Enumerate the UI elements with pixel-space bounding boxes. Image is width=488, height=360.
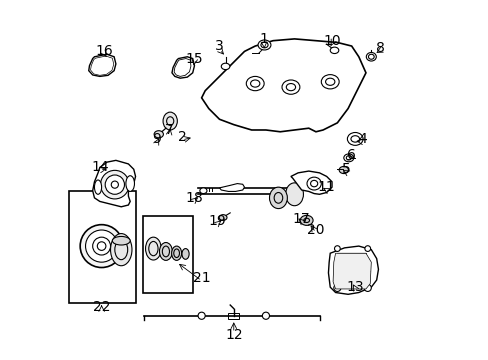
- Text: 16: 16: [95, 44, 113, 58]
- Ellipse shape: [285, 183, 303, 206]
- Text: 9: 9: [152, 132, 161, 146]
- Text: 1: 1: [259, 32, 268, 46]
- Ellipse shape: [269, 187, 287, 208]
- Circle shape: [80, 225, 123, 267]
- Circle shape: [364, 246, 370, 251]
- Ellipse shape: [112, 237, 130, 245]
- Ellipse shape: [110, 234, 132, 266]
- Text: 10: 10: [323, 34, 340, 48]
- Ellipse shape: [346, 132, 363, 145]
- Ellipse shape: [125, 176, 134, 192]
- Text: 19: 19: [208, 214, 226, 228]
- Polygon shape: [219, 184, 244, 192]
- Ellipse shape: [258, 40, 270, 50]
- Bar: [142, 216, 192, 293]
- Ellipse shape: [219, 215, 226, 220]
- Ellipse shape: [200, 188, 206, 194]
- Text: 14: 14: [91, 161, 108, 175]
- Circle shape: [111, 181, 118, 188]
- Polygon shape: [201, 39, 365, 132]
- Text: 8: 8: [375, 41, 384, 55]
- Ellipse shape: [343, 154, 353, 162]
- Circle shape: [334, 246, 340, 251]
- Ellipse shape: [282, 80, 299, 94]
- Ellipse shape: [339, 166, 348, 174]
- Circle shape: [93, 237, 110, 255]
- Circle shape: [198, 312, 205, 319]
- Circle shape: [85, 230, 118, 262]
- Polygon shape: [332, 253, 370, 289]
- Ellipse shape: [329, 47, 338, 54]
- Text: 18: 18: [185, 191, 203, 205]
- Text: 6: 6: [346, 148, 355, 162]
- Circle shape: [105, 175, 124, 194]
- Ellipse shape: [321, 75, 339, 89]
- Ellipse shape: [154, 131, 163, 138]
- Ellipse shape: [246, 76, 264, 91]
- Text: 7: 7: [165, 123, 174, 137]
- Text: 4: 4: [357, 132, 366, 146]
- Circle shape: [101, 170, 129, 199]
- Ellipse shape: [306, 177, 321, 190]
- Ellipse shape: [182, 249, 189, 259]
- Ellipse shape: [221, 63, 229, 69]
- Ellipse shape: [94, 180, 102, 194]
- Circle shape: [333, 284, 340, 292]
- Ellipse shape: [300, 215, 312, 225]
- Text: 3: 3: [215, 39, 224, 53]
- Ellipse shape: [163, 112, 177, 130]
- Text: 11: 11: [317, 180, 335, 194]
- Text: 15: 15: [185, 51, 203, 66]
- Ellipse shape: [171, 246, 181, 260]
- Circle shape: [262, 312, 269, 319]
- Text: 2: 2: [177, 130, 186, 144]
- Text: 13: 13: [346, 280, 363, 294]
- Polygon shape: [172, 57, 194, 78]
- Circle shape: [364, 284, 370, 292]
- Ellipse shape: [145, 237, 161, 260]
- Polygon shape: [290, 171, 331, 194]
- Ellipse shape: [159, 243, 172, 260]
- Polygon shape: [93, 160, 135, 207]
- Text: 20: 20: [306, 223, 324, 237]
- Text: 12: 12: [224, 328, 242, 342]
- Bar: [69, 191, 135, 303]
- Text: 17: 17: [292, 212, 310, 226]
- Polygon shape: [88, 54, 116, 76]
- Ellipse shape: [366, 53, 376, 61]
- Polygon shape: [328, 246, 378, 294]
- Text: 5: 5: [341, 162, 350, 176]
- Text: 22: 22: [93, 300, 110, 314]
- Circle shape: [97, 242, 106, 250]
- Text: 21: 21: [192, 271, 210, 285]
- Polygon shape: [90, 56, 114, 75]
- Polygon shape: [174, 59, 190, 76]
